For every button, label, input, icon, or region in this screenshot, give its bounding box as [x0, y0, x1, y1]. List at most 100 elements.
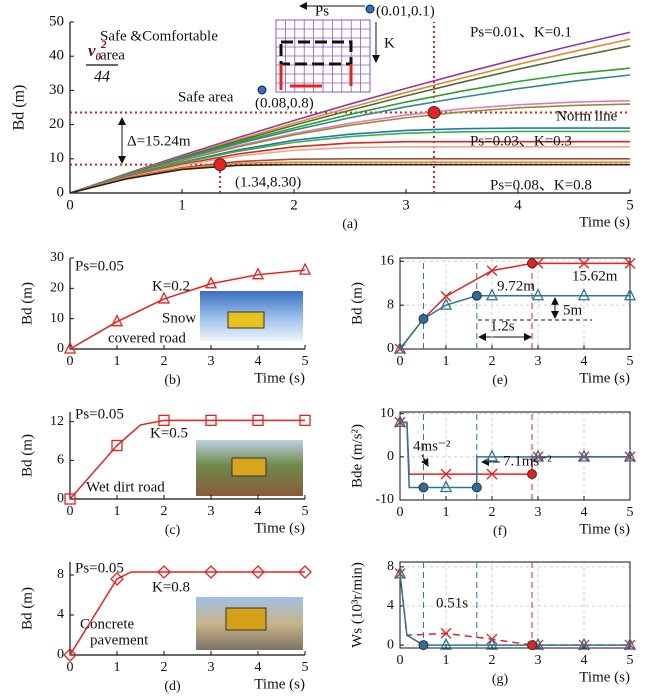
- x-axis-label: Time (s): [579, 214, 630, 230]
- x-tick-label: 0: [66, 197, 74, 213]
- panel-label: (c): [165, 523, 181, 538]
- y-tick-label: 12: [50, 414, 64, 429]
- annotation: 4ms⁻²: [413, 438, 451, 454]
- x-tick-label: 4: [255, 504, 262, 519]
- formula-denominator: 44: [94, 69, 110, 86]
- y-tick-label: 20: [50, 281, 64, 296]
- plot-frame: [400, 562, 630, 648]
- annotation: 9.72m: [497, 278, 535, 294]
- annotation: Ps=0.03、K=0.3: [470, 133, 572, 149]
- photos: [196, 291, 303, 650]
- x-axis-label: Time (s): [254, 676, 305, 692]
- annotation: Ps: [315, 3, 329, 19]
- annotation: 7.1ms⁻²: [503, 453, 552, 469]
- figure: 01020304050012345Bd (m)Time (s)(a)Ps(0.0…: [0, 0, 646, 697]
- y-axis-label: Bd (m): [11, 85, 28, 131]
- x-tick-label: 1: [443, 505, 450, 520]
- x-tick-label: 3: [208, 504, 215, 519]
- x-tick-label: 2: [290, 197, 298, 213]
- series-line: [400, 296, 630, 349]
- x-tick-label: 5: [627, 653, 634, 668]
- annotation: 1.2s: [490, 318, 515, 334]
- y-tick-label: -10: [375, 492, 394, 507]
- x-tick-label: 4: [581, 354, 588, 369]
- y-axis-label: Ws (10³r/min): [349, 562, 365, 648]
- x-tick-label: 3: [535, 653, 542, 668]
- highlight-point: [528, 641, 537, 650]
- marker: [300, 264, 310, 274]
- x-tick-label: 5: [626, 197, 634, 213]
- panel-label: (g): [492, 672, 509, 687]
- formula-superscript: 2: [100, 39, 107, 51]
- annotation: covered road: [108, 330, 186, 346]
- x-tick-label: 1: [114, 354, 121, 369]
- panel-label: (d): [164, 679, 181, 694]
- y-tick-label: 6: [57, 453, 64, 468]
- annotation: K=0.2: [152, 278, 190, 294]
- annotation: Safe area: [178, 89, 234, 105]
- annotation: Ps=0.08、K=0.8: [490, 177, 592, 193]
- x-axis-label: Time (s): [254, 520, 305, 536]
- x-tick-label: 4: [514, 197, 522, 213]
- y-axis-label: Bd (m): [19, 282, 35, 325]
- panel-label: (e): [492, 373, 508, 388]
- highlight-point: [428, 106, 440, 118]
- x-tick-label: 0: [397, 354, 404, 369]
- series-line: [400, 574, 630, 645]
- x-tick-label: 3: [208, 354, 215, 369]
- y-axis-label: Bd (m): [19, 587, 35, 630]
- annotation: (0.01,0.1): [376, 3, 435, 19]
- formula-subscript: 0: [96, 51, 102, 63]
- highlight-point: [214, 159, 226, 171]
- y-tick-label: 4: [57, 607, 64, 622]
- x-tick-label: 5: [302, 354, 309, 369]
- annotation: Ps=0.01、K=0.1: [470, 24, 572, 40]
- x-tick-label: 1: [114, 660, 121, 675]
- x-tick-label: 1: [178, 197, 186, 213]
- x-tick-label: 2: [489, 505, 496, 520]
- annotation: pavement: [90, 632, 149, 648]
- x-tick-label: 3: [535, 505, 542, 520]
- annotation: Ps=0.05: [75, 406, 124, 422]
- annotation: K: [384, 35, 395, 51]
- annotation: 15.62m: [572, 268, 618, 284]
- annotation: K=0.5: [150, 425, 188, 441]
- highlight-point: [419, 641, 428, 650]
- x-tick-label: 0: [397, 653, 404, 668]
- highlight-point: [528, 470, 537, 479]
- annotation: Norm line: [556, 108, 618, 124]
- annotation: Snow: [162, 310, 196, 326]
- annotation: 0.51s: [436, 595, 468, 611]
- y-axis-label: Bd (m): [19, 434, 35, 477]
- y-tick-label: 16: [380, 254, 394, 269]
- annotation: Safe &Comfortable: [100, 28, 218, 44]
- y-tick-label: 0: [387, 449, 394, 464]
- y-tick-label: 0: [387, 637, 394, 652]
- panel-label: (b): [164, 373, 181, 388]
- x-tick-label: 2: [489, 354, 496, 369]
- annotation: K=0.8: [152, 579, 190, 595]
- x-tick-label: 5: [627, 505, 634, 520]
- x-tick-label: 3: [208, 660, 215, 675]
- highlight-point: [419, 314, 428, 323]
- y-tick-label: 0: [57, 184, 65, 200]
- y-tick-label: 30: [50, 250, 64, 265]
- y-tick-label: 0: [57, 341, 64, 356]
- x-tick-label: 0: [397, 505, 404, 520]
- x-tick-label: 0: [67, 504, 74, 519]
- x-axis-label: Time (s): [579, 521, 630, 537]
- annotation: (0.08,0.8): [255, 95, 314, 111]
- x-tick-label: 1: [114, 504, 121, 519]
- x-tick-label: 2: [161, 660, 168, 675]
- y-tick-label: 8: [387, 559, 394, 574]
- y-tick-label: 8: [387, 297, 394, 312]
- x-tick-label: 2: [161, 504, 168, 519]
- highlight-point: [528, 259, 537, 268]
- y-axis-label: Bd (m): [349, 282, 365, 325]
- x-tick-label: 0: [67, 354, 74, 369]
- x-tick-label: 1: [443, 653, 450, 668]
- x-axis-label: Time (s): [579, 370, 630, 386]
- annotation: Ps=0.05: [75, 258, 124, 274]
- annotation: Concrete: [80, 616, 134, 632]
